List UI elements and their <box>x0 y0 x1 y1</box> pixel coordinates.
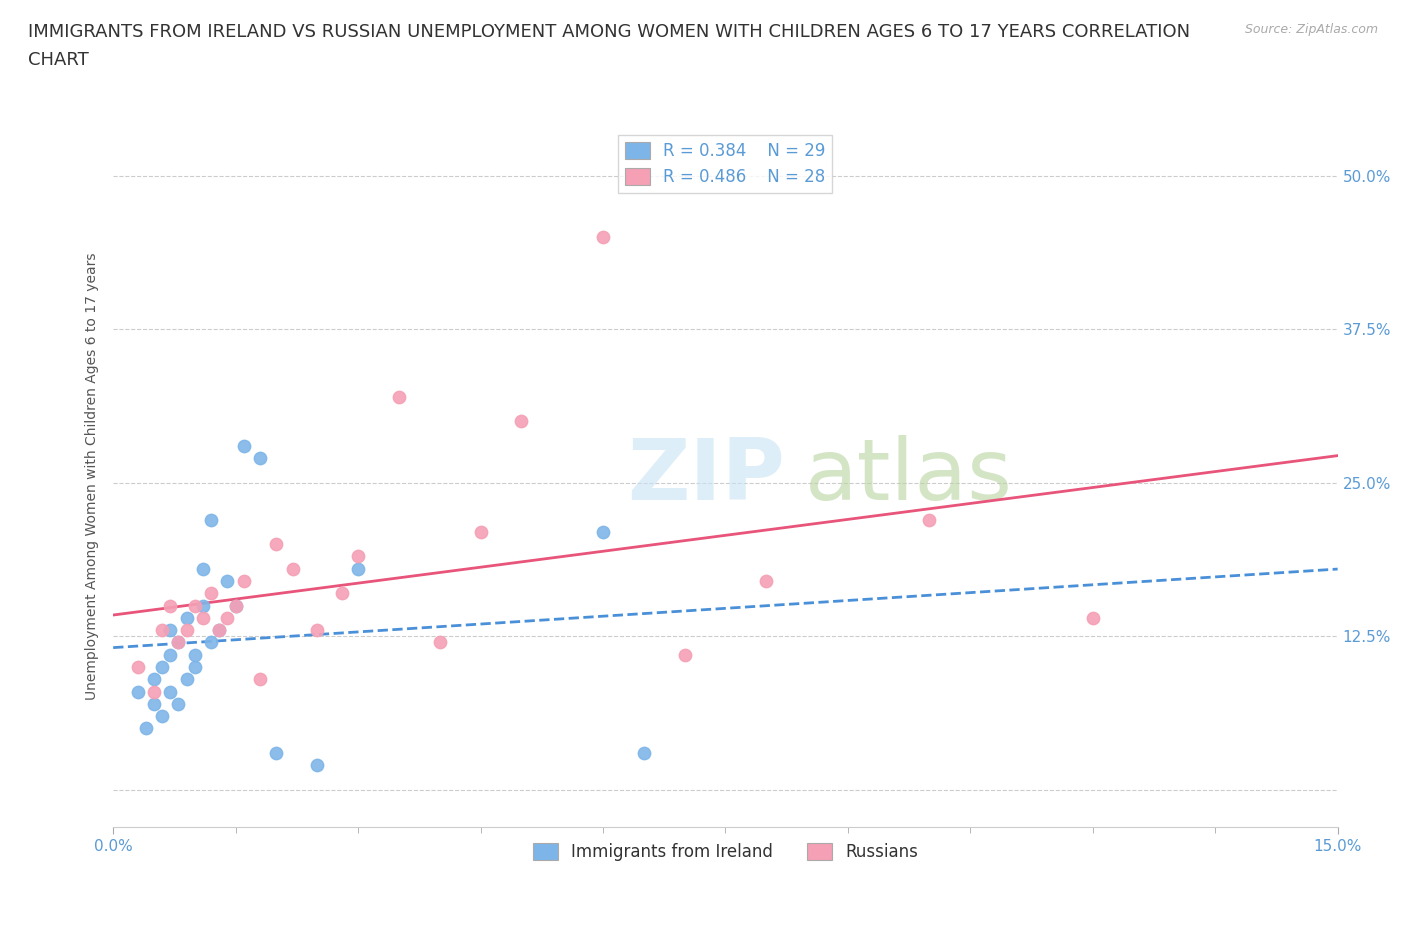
Point <box>755 574 778 589</box>
Point <box>159 684 181 699</box>
Point <box>470 525 492 539</box>
Point <box>159 598 181 613</box>
Point <box>143 684 166 699</box>
Point <box>150 659 173 674</box>
Point <box>592 525 614 539</box>
Text: IMMIGRANTS FROM IRELAND VS RUSSIAN UNEMPLOYMENT AMONG WOMEN WITH CHILDREN AGES 6: IMMIGRANTS FROM IRELAND VS RUSSIAN UNEMP… <box>28 23 1191 41</box>
Point <box>249 451 271 466</box>
Point <box>281 562 304 577</box>
Point <box>159 647 181 662</box>
Point <box>217 574 239 589</box>
Point <box>191 562 214 577</box>
Y-axis label: Unemployment Among Women with Children Ages 6 to 17 years: Unemployment Among Women with Children A… <box>86 253 100 700</box>
Point <box>225 598 247 613</box>
Point <box>167 635 190 650</box>
Point <box>592 230 614 245</box>
Text: Source: ZipAtlas.com: Source: ZipAtlas.com <box>1244 23 1378 36</box>
Point <box>217 610 239 625</box>
Point <box>429 635 451 650</box>
Text: CHART: CHART <box>28 51 89 69</box>
Point <box>184 659 207 674</box>
Point <box>200 635 222 650</box>
Point <box>191 598 214 613</box>
Point <box>232 574 254 589</box>
Point <box>673 647 696 662</box>
Point <box>167 697 190 711</box>
Point <box>150 623 173 638</box>
Point <box>266 746 288 761</box>
Point <box>232 439 254 454</box>
Point <box>127 659 149 674</box>
Point <box>159 623 181 638</box>
Point <box>633 746 655 761</box>
Point <box>135 721 157 736</box>
Point <box>266 537 288 551</box>
Point <box>167 635 190 650</box>
Point <box>176 610 198 625</box>
Point <box>200 512 222 527</box>
Point <box>388 390 411 405</box>
Point <box>176 671 198 686</box>
Text: atlas: atlas <box>806 435 1012 518</box>
Point <box>208 623 231 638</box>
Point <box>143 697 166 711</box>
Text: ZIP: ZIP <box>627 435 785 518</box>
Point <box>176 623 198 638</box>
Point <box>249 671 271 686</box>
Point <box>184 647 207 662</box>
Point <box>1081 610 1104 625</box>
Point <box>510 414 533 429</box>
Legend: Immigrants from Ireland, Russians: Immigrants from Ireland, Russians <box>526 836 925 868</box>
Point <box>347 549 370 564</box>
Point <box>918 512 941 527</box>
Point <box>150 709 173 724</box>
Point <box>330 586 353 601</box>
Point <box>127 684 149 699</box>
Point <box>184 598 207 613</box>
Point <box>208 623 231 638</box>
Point <box>225 598 247 613</box>
Point <box>347 562 370 577</box>
Point <box>143 671 166 686</box>
Point <box>307 623 329 638</box>
Point <box>307 758 329 773</box>
Point <box>200 586 222 601</box>
Point <box>191 610 214 625</box>
